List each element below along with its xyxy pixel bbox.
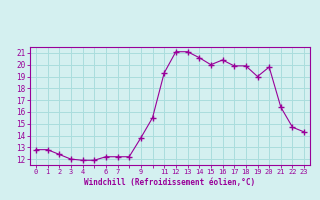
X-axis label: Windchill (Refroidissement éolien,°C): Windchill (Refroidissement éolien,°C)	[84, 178, 256, 187]
